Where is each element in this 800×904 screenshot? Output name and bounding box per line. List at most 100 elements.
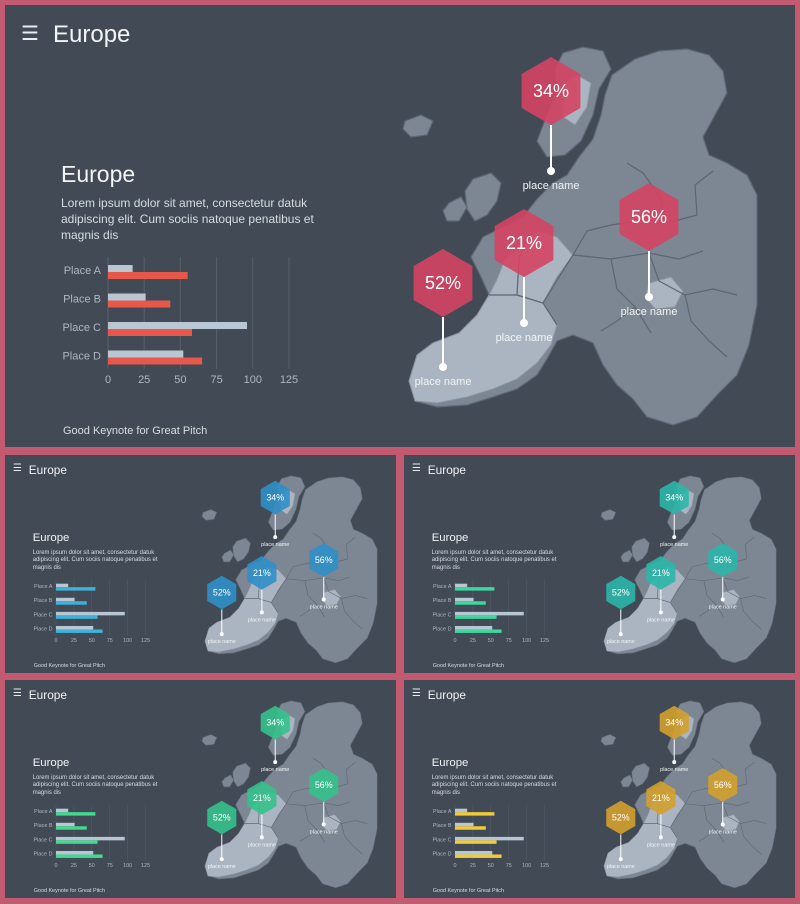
map-marker[interactable]: 21% place name	[247, 780, 277, 848]
map-marker[interactable]: 52% place name	[606, 575, 636, 645]
map-marker[interactable]: 21% place name	[646, 555, 676, 623]
chart-bar	[108, 272, 188, 279]
marker-label: place name	[310, 829, 338, 835]
marker-label: place name	[647, 842, 675, 848]
marker-value: 52%	[612, 813, 630, 823]
hamburger-menu-icon[interactable]: ☰	[12, 462, 22, 474]
map-marker[interactable]: 34% place name	[260, 705, 290, 773]
chart-tick-label: 75	[506, 638, 512, 644]
map-marker[interactable]: 21% place name	[247, 555, 277, 623]
chart-bar	[454, 826, 486, 830]
bar-chart: 0 25 50 75 100 125 Place A Place B Place C Place …	[432, 579, 549, 644]
map-marker[interactable]: 56% place name	[708, 768, 738, 835]
map-border	[670, 791, 693, 828]
map-marker[interactable]: 52% place name	[606, 800, 636, 870]
chart-tick-label: 100	[244, 374, 262, 386]
hamburger-menu-icon[interactable]: ☰	[411, 462, 421, 474]
marker-pin-dot	[658, 610, 663, 615]
marker-pin-dot	[672, 535, 677, 540]
marker-hexagon	[606, 575, 636, 610]
map-land	[232, 762, 251, 788]
marker-label: place name	[496, 332, 553, 344]
map-marker[interactable]: 56% place name	[309, 543, 339, 610]
marker-hexagon	[659, 480, 689, 515]
europe-map-icon	[600, 700, 777, 889]
chart-tick-label: 0	[54, 638, 57, 644]
marker-value: 21%	[253, 793, 271, 803]
map-border	[299, 604, 317, 617]
marker-hexagon	[708, 543, 738, 577]
map-border	[346, 536, 356, 559]
marker-label: place name	[415, 376, 472, 388]
chart-category-label: Place B	[433, 598, 452, 604]
marker-hexagon	[260, 705, 290, 740]
map-highlight-region	[720, 589, 740, 606]
slide-1[interactable]: 34% place name 21% place name 56% place name 5…	[5, 5, 795, 447]
hamburger-menu-icon[interactable]: ☰	[411, 687, 421, 699]
map-marker[interactable]: 52% place name	[413, 249, 473, 388]
map-marker[interactable]: 52% place name	[207, 800, 237, 870]
bar-chart: 0 25 50 75 100 125 Place A Place B Place C Place …	[62, 257, 298, 386]
map-land	[232, 537, 251, 563]
footer-text: Good Keynote for Great Pitch	[63, 425, 208, 437]
map-marker[interactable]: 34% place name	[260, 480, 290, 548]
map-marker[interactable]: 34% place name	[521, 57, 581, 192]
map-border	[341, 823, 363, 855]
marker-value: 34%	[266, 493, 284, 503]
marker-hexagon	[708, 768, 738, 802]
map-marker[interactable]: 21% place name	[494, 209, 554, 344]
map-marker[interactable]: 21% place name	[646, 780, 676, 848]
chart-category-label: Place A	[64, 265, 102, 277]
map-marker[interactable]: 56% place name	[619, 183, 679, 318]
slide-5[interactable]: 34% place name 21% place name 56% place name 5…	[404, 680, 795, 898]
chart-tick-label: 75	[506, 863, 512, 869]
map-border	[740, 598, 762, 630]
marker-hexagon	[247, 555, 277, 590]
marker-label: place name	[660, 542, 688, 548]
chart-category-label: Place D	[432, 851, 451, 857]
marker-hexagon	[606, 800, 636, 835]
chart-bar	[454, 587, 495, 591]
chart-bar	[55, 826, 87, 830]
map-marker[interactable]: 56% place name	[708, 543, 738, 610]
chart-category-label: Place D	[432, 626, 451, 632]
marker-pin-dot	[618, 857, 623, 862]
chart-category-label: Place D	[62, 351, 101, 363]
chart-tick-label: 50	[174, 374, 186, 386]
marker-label: place name	[607, 864, 635, 870]
slide-2[interactable]: 34% place name 21% place name 56% place name 5…	[5, 455, 396, 673]
marker-pin-dot	[520, 319, 528, 327]
chart-tick-label: 25	[138, 374, 150, 386]
map-marker[interactable]: 52% place name	[207, 575, 237, 645]
chart-bar	[108, 300, 171, 308]
map-marker[interactable]: 56% place name	[309, 768, 339, 835]
marker-pin-dot	[273, 760, 278, 765]
hamburger-menu-icon[interactable]: ☰	[12, 687, 22, 699]
chart-tick-label: 0	[54, 863, 57, 869]
slide-canvas: 34%place name 21%place name 56%place name 5…	[62, 46, 758, 426]
chart-bar	[108, 265, 133, 272]
map-border	[346, 761, 356, 784]
chart-tick-label: 0	[453, 863, 456, 869]
chart-bar	[55, 840, 98, 844]
slide-4[interactable]: 34% place name 21% place name 56% place name 5…	[5, 680, 396, 898]
map-border	[722, 802, 767, 824]
chart-tick-label: 50	[89, 863, 95, 869]
chart-bar	[55, 812, 96, 816]
chart-tick-label: 125	[280, 374, 298, 386]
slide-3[interactable]: 34% place name 21% place name 56% place name 5…	[404, 455, 795, 673]
body-text: Lorem ipsum dolor sit amet, consectetur …	[61, 196, 314, 242]
chart-tick-label: 125	[540, 638, 549, 644]
chart-bar	[55, 601, 87, 605]
marker-label: place name	[208, 639, 236, 645]
chart-bar	[454, 611, 524, 616]
chart-category-label: Place C	[432, 612, 451, 618]
map-marker[interactable]: 34% place name	[659, 705, 689, 773]
map-border	[600, 306, 636, 332]
chart-bar	[454, 836, 524, 841]
bar-chart: 0 25 50 75 100 125 Place A Place B Place C Place …	[33, 579, 150, 644]
map-marker[interactable]: 34% place name	[659, 480, 689, 548]
marker-value: 34%	[266, 718, 284, 728]
hamburger-menu-icon[interactable]: ☰	[21, 23, 39, 45]
